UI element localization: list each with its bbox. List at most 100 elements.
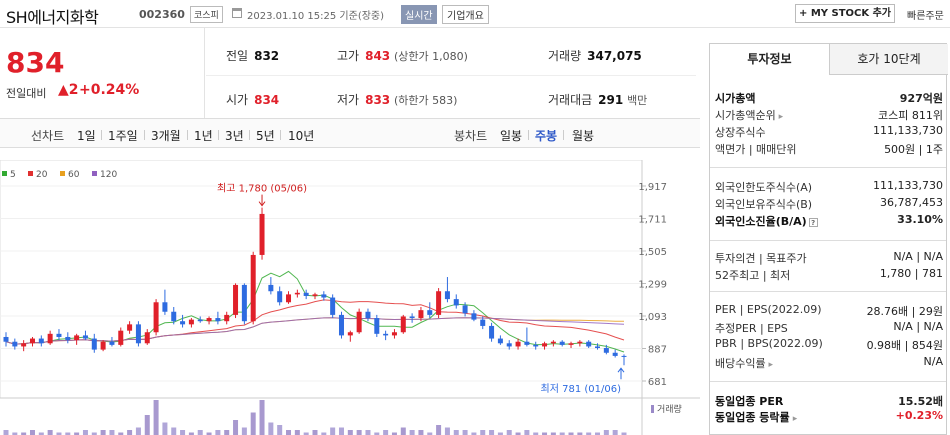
volume-bar bbox=[215, 430, 221, 435]
help-icon[interactable]: ? bbox=[808, 217, 818, 227]
company-overview-button[interactable]: 기업개요 bbox=[442, 5, 489, 24]
volume: 거래량 347,075 bbox=[548, 49, 642, 63]
volume-bar bbox=[91, 432, 97, 435]
period-3m[interactable]: 3개월 bbox=[151, 129, 181, 143]
candle-body bbox=[294, 292, 300, 295]
candle-body bbox=[12, 341, 18, 347]
volume-bar bbox=[135, 427, 141, 435]
period-10y[interactable]: 10년 bbox=[288, 129, 315, 143]
tab-investment-info[interactable]: 투자정보 bbox=[710, 44, 829, 75]
volume-bar bbox=[12, 432, 18, 435]
candle-body bbox=[506, 343, 512, 347]
candle-monthly[interactable]: 월봉 bbox=[572, 129, 595, 143]
current-price-box: 834 전일대비 ▲2 +0.24% bbox=[0, 28, 205, 118]
investment-info-panel: 투자정보 호가 10단계 시가총액 927억원 시가총액순위 ▸ 코스피 811위 상장… bbox=[709, 43, 948, 435]
volume-bar bbox=[356, 430, 362, 435]
candle-body bbox=[436, 291, 442, 315]
change-percent: +0.24% bbox=[79, 82, 140, 98]
candle-body bbox=[347, 332, 353, 336]
candle-body bbox=[127, 324, 133, 331]
ma-line-120 bbox=[5, 317, 625, 345]
candle-body bbox=[241, 284, 247, 322]
volume-bar bbox=[206, 432, 212, 435]
info-value: 28.76배 | 29원 bbox=[866, 305, 943, 318]
candle-body bbox=[29, 338, 35, 344]
info-divider bbox=[710, 240, 946, 241]
legend-swatch bbox=[60, 171, 65, 176]
info-value: N/A | N/A bbox=[893, 320, 943, 333]
info-value: 111,133,730 bbox=[873, 124, 943, 137]
candle-body bbox=[409, 316, 415, 319]
info-row: 외국인한도주식수(A) 111,133,730 bbox=[715, 177, 943, 194]
volume-bar bbox=[418, 430, 424, 435]
change-value: ▲2 bbox=[58, 82, 79, 98]
info-label: 투자의견 | 목표주가 bbox=[715, 252, 807, 265]
volume-bar bbox=[374, 432, 380, 435]
volume-bar bbox=[400, 427, 406, 435]
period-1w[interactable]: 1주일 bbox=[108, 129, 138, 143]
y-tick-label: 887 bbox=[648, 345, 667, 356]
add-my-stock-button[interactable]: + MY STOCK 추가 bbox=[795, 4, 895, 23]
candle-body bbox=[153, 302, 159, 333]
candle-body bbox=[603, 348, 609, 353]
volume-bar bbox=[56, 432, 62, 435]
price-chart[interactable]: 1,917 1,711 1,505 1,299 1,093 887 681 5 20 60 120 최… bbox=[0, 160, 700, 435]
arrow-icon[interactable]: ▸ bbox=[765, 360, 773, 370]
period-5y[interactable]: 5년 bbox=[256, 129, 275, 143]
candle-body bbox=[65, 336, 71, 341]
toolbar-divider bbox=[249, 130, 250, 140]
info-label: PBR | BPS(2022.09) bbox=[715, 337, 823, 350]
info-divider bbox=[710, 167, 946, 168]
candle-body bbox=[38, 338, 44, 344]
legend-label: 20 bbox=[36, 170, 48, 180]
candle-body bbox=[480, 319, 486, 326]
candle-body bbox=[577, 341, 583, 344]
info-row: 외국인소진율(B/A)? 33.10% bbox=[715, 211, 943, 228]
tab-order-book[interactable]: 호가 10단계 bbox=[829, 44, 948, 75]
info-label: 동일업종 PER bbox=[715, 395, 784, 408]
candle-body bbox=[356, 311, 362, 333]
info-label: 시가총액 bbox=[715, 92, 756, 105]
y-tick-label: 1,299 bbox=[638, 280, 667, 291]
prev-close: 전일 832 bbox=[226, 49, 280, 63]
candle-body bbox=[144, 332, 150, 344]
info-label: 시가총액순위 ▸ bbox=[715, 109, 784, 122]
candle-weekly[interactable]: 주봉 bbox=[535, 129, 558, 143]
quote-time: 2023.01.10 15:25 기준(장중) bbox=[247, 11, 385, 22]
volume-bar bbox=[312, 430, 318, 435]
low-annotation: 최저 781 (01/06) bbox=[541, 383, 622, 395]
candle-body bbox=[286, 294, 292, 303]
quick-order-link[interactable]: 빠른주문 bbox=[907, 11, 944, 22]
volume-bar bbox=[568, 432, 574, 435]
volume-bar bbox=[444, 427, 450, 435]
stock-header: SH에너지화학 002360 코스피 2023.01.10 15:25 기준(장… bbox=[0, 0, 950, 28]
candle-body bbox=[595, 346, 601, 349]
volume-bar bbox=[268, 422, 274, 435]
volume-bar bbox=[409, 430, 415, 435]
period-3y[interactable]: 3년 bbox=[225, 129, 244, 143]
stock-name: SH에너지화학 bbox=[6, 8, 99, 27]
arrow-icon[interactable]: ▸ bbox=[775, 112, 784, 122]
volume-bar bbox=[233, 420, 239, 435]
volume-bar bbox=[577, 432, 583, 435]
candle-body bbox=[330, 297, 336, 315]
candle-body bbox=[118, 330, 124, 345]
market-badge: 코스피 bbox=[190, 6, 223, 23]
info-row: 동일업종 PER 15.52배 bbox=[715, 391, 943, 408]
period-1y[interactable]: 1년 bbox=[194, 129, 213, 143]
toolbar-divider bbox=[144, 130, 145, 140]
volume-bar bbox=[153, 400, 159, 435]
candle-body bbox=[56, 333, 62, 337]
volume-bar bbox=[3, 430, 9, 435]
period-1d[interactable]: 1일 bbox=[77, 129, 96, 143]
candle-body bbox=[453, 299, 459, 306]
candle-body bbox=[91, 338, 97, 350]
candle-body bbox=[427, 310, 433, 315]
toolbar-divider bbox=[280, 130, 281, 140]
candle-daily[interactable]: 일봉 bbox=[500, 129, 523, 143]
realtime-button[interactable]: 실시간 bbox=[401, 5, 437, 24]
info-value: 36,787,453 bbox=[880, 196, 943, 209]
info-value: 33.10% bbox=[897, 213, 943, 226]
plot-frame bbox=[0, 160, 643, 399]
arrow-icon[interactable]: ▸ bbox=[789, 414, 798, 424]
